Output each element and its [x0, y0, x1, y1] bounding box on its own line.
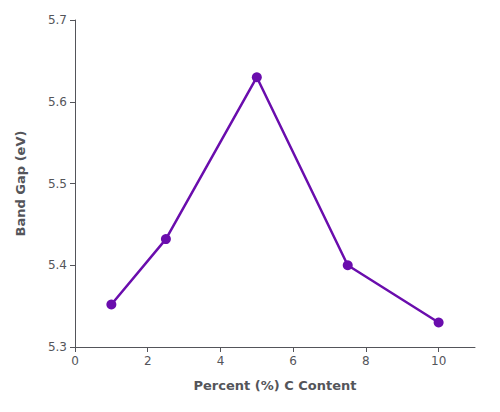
- svg-text:5.4: 5.4: [48, 258, 67, 272]
- svg-text:5.5: 5.5: [48, 177, 67, 191]
- svg-text:4: 4: [217, 354, 225, 368]
- svg-text:Band Gap (eV): Band Gap (eV): [13, 131, 28, 237]
- svg-text:Percent (%) C Content: Percent (%) C Content: [193, 378, 356, 393]
- svg-text:10: 10: [431, 354, 446, 368]
- svg-text:5.3: 5.3: [48, 340, 67, 354]
- svg-text:5.7: 5.7: [48, 13, 67, 27]
- svg-text:8: 8: [362, 354, 370, 368]
- svg-text:0: 0: [71, 354, 79, 368]
- svg-text:2: 2: [144, 354, 152, 368]
- svg-text:5.6: 5.6: [48, 95, 67, 109]
- svg-text:6: 6: [289, 354, 297, 368]
